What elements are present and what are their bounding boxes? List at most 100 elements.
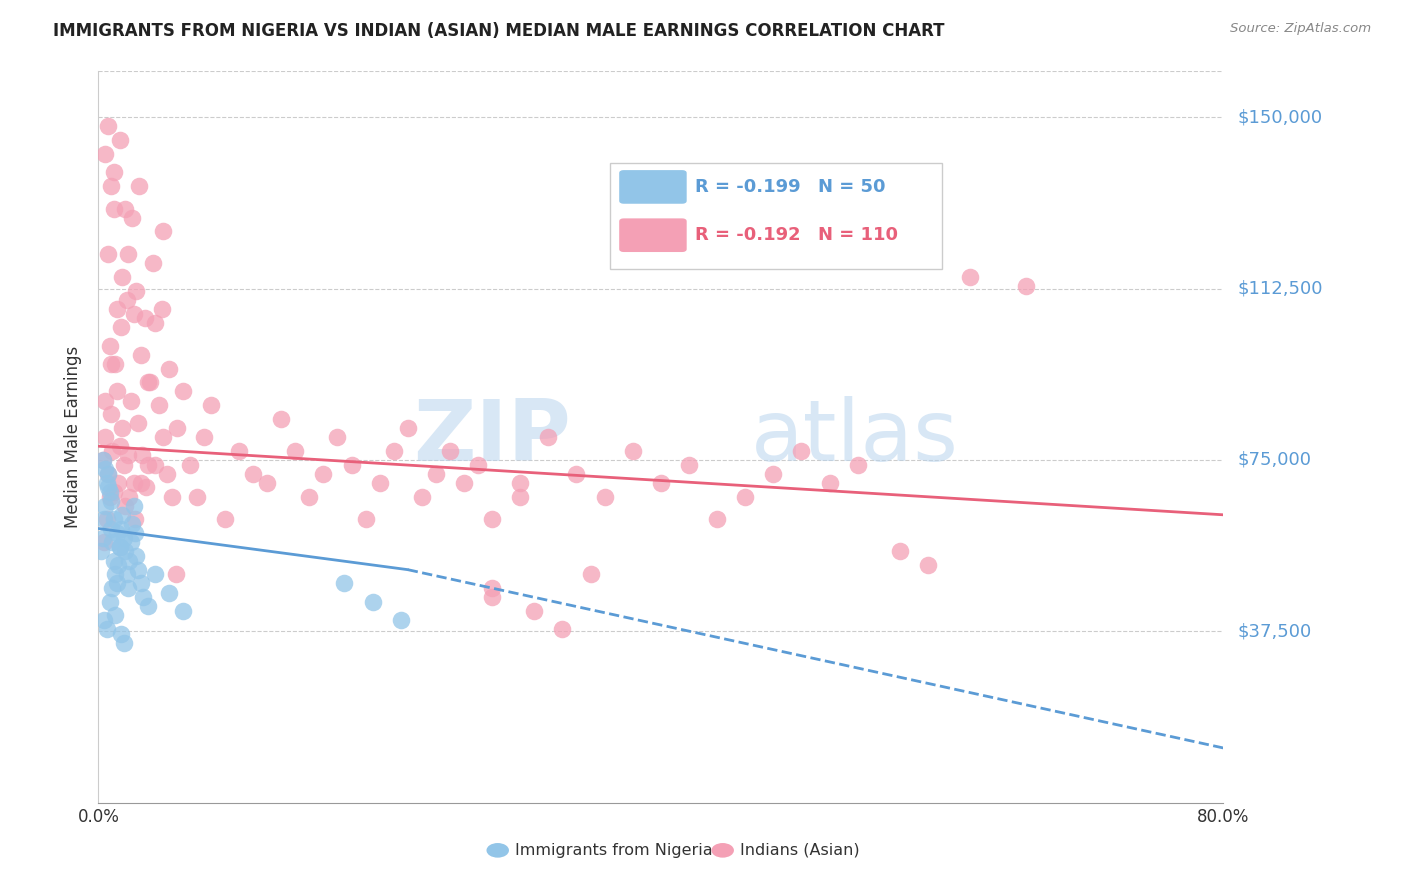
Point — [509, 490, 531, 504]
Point — [97, 467, 120, 481]
Point — [326, 430, 349, 444]
Point — [131, 448, 153, 462]
Text: R = -0.199: R = -0.199 — [695, 178, 800, 196]
Point — [762, 467, 785, 481]
Point — [152, 224, 174, 238]
FancyBboxPatch shape — [619, 219, 686, 252]
Point — [214, 512, 236, 526]
Point — [122, 499, 145, 513]
Point — [129, 576, 152, 591]
Y-axis label: Median Male Earnings: Median Male Earnings — [65, 346, 83, 528]
Point — [132, 590, 155, 604]
Point — [114, 544, 136, 558]
Point — [108, 540, 131, 554]
Point — [165, 567, 187, 582]
Point — [114, 499, 136, 513]
Point — [98, 594, 121, 608]
Point — [93, 535, 115, 549]
FancyBboxPatch shape — [619, 170, 686, 203]
Point — [100, 178, 122, 193]
Point — [105, 301, 128, 317]
Point — [93, 512, 115, 526]
Point — [734, 490, 756, 504]
Point — [98, 484, 121, 499]
Point — [650, 475, 672, 490]
Text: Immigrants from Nigeria: Immigrants from Nigeria — [515, 843, 713, 858]
Point — [112, 636, 135, 650]
Point — [134, 311, 156, 326]
Point — [128, 178, 150, 193]
Point — [1015, 279, 1038, 293]
Point — [411, 490, 433, 504]
Point — [111, 508, 134, 522]
Text: atlas: atlas — [751, 395, 959, 479]
Point — [90, 544, 112, 558]
Point — [108, 540, 131, 554]
Point — [94, 146, 117, 161]
Text: N = 50: N = 50 — [818, 178, 886, 196]
Point — [186, 490, 208, 504]
Point — [97, 119, 120, 133]
Point — [101, 535, 124, 549]
Point — [110, 521, 132, 535]
Point — [101, 581, 124, 595]
Point — [124, 512, 146, 526]
Point — [481, 590, 503, 604]
Point — [97, 247, 120, 261]
Point — [389, 613, 412, 627]
Point — [97, 467, 120, 481]
Point — [103, 512, 125, 526]
Point — [121, 516, 143, 531]
Point — [382, 443, 405, 458]
Point — [120, 535, 142, 549]
Point — [298, 490, 321, 504]
Point — [104, 567, 127, 582]
Point — [160, 490, 183, 504]
Point — [565, 467, 588, 481]
Point — [228, 443, 250, 458]
FancyBboxPatch shape — [610, 163, 942, 268]
Point — [481, 512, 503, 526]
Point — [579, 567, 602, 582]
Point — [110, 320, 132, 334]
Point — [593, 490, 616, 504]
Point — [368, 475, 391, 490]
Point — [333, 576, 356, 591]
Point — [179, 458, 201, 472]
Point — [509, 475, 531, 490]
Point — [107, 475, 129, 490]
Point — [166, 421, 188, 435]
Point — [122, 307, 145, 321]
Point — [117, 448, 139, 462]
Point — [396, 421, 419, 435]
Point — [481, 581, 503, 595]
Point — [91, 453, 114, 467]
Text: $75,000: $75,000 — [1237, 451, 1312, 469]
Point — [105, 526, 128, 541]
Point — [115, 293, 138, 307]
Circle shape — [486, 843, 509, 858]
Point — [94, 430, 117, 444]
Point — [100, 521, 122, 535]
Point — [94, 499, 117, 513]
Point — [112, 458, 135, 472]
Point — [101, 443, 124, 458]
Point — [157, 585, 180, 599]
Point — [105, 384, 128, 399]
Point — [157, 361, 180, 376]
Text: ZIP: ZIP — [413, 395, 571, 479]
Point — [790, 443, 813, 458]
Point — [340, 458, 363, 472]
Point — [115, 567, 138, 582]
Point — [118, 490, 141, 504]
Point — [453, 475, 475, 490]
Point — [150, 301, 173, 317]
Point — [100, 407, 122, 421]
Point — [103, 484, 125, 499]
Point — [312, 467, 335, 481]
Point — [108, 439, 131, 453]
Point — [129, 475, 152, 490]
Point — [135, 480, 157, 494]
Point — [98, 490, 121, 504]
Point — [117, 247, 139, 261]
